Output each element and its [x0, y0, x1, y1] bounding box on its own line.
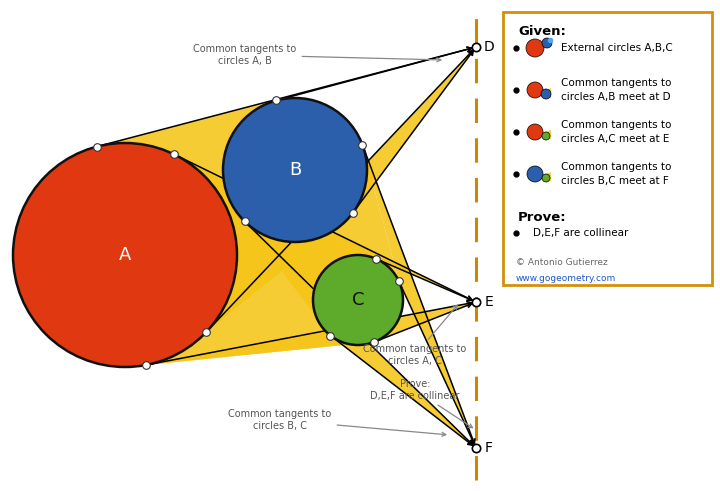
Text: Common tangents to
circles A, B: Common tangents to circles A, B: [194, 44, 441, 66]
Polygon shape: [362, 145, 476, 448]
Circle shape: [526, 39, 544, 57]
Circle shape: [542, 174, 550, 182]
Text: E: E: [485, 295, 494, 309]
Text: A: A: [119, 246, 131, 264]
Text: Prove:
D,E,F are collinear: Prove: D,E,F are collinear: [370, 379, 472, 428]
Circle shape: [527, 82, 543, 98]
Circle shape: [541, 89, 551, 99]
Circle shape: [527, 166, 543, 182]
Text: C: C: [352, 291, 364, 309]
Polygon shape: [96, 101, 353, 332]
Polygon shape: [245, 145, 399, 336]
Circle shape: [223, 98, 367, 242]
Text: B: B: [289, 161, 301, 179]
Polygon shape: [535, 130, 551, 139]
Circle shape: [13, 143, 237, 367]
Text: F: F: [485, 441, 493, 455]
Polygon shape: [146, 154, 376, 365]
Circle shape: [542, 38, 552, 48]
FancyBboxPatch shape: [503, 12, 712, 285]
Text: External circles A,B,C: External circles A,B,C: [561, 43, 672, 53]
Polygon shape: [535, 88, 551, 98]
Circle shape: [527, 124, 543, 140]
Text: Prove:: Prove:: [518, 211, 567, 224]
Text: D: D: [484, 40, 495, 54]
Text: D,E,F are collinear: D,E,F are collinear: [533, 228, 629, 238]
Polygon shape: [245, 221, 476, 448]
Text: www.gogeometry.com: www.gogeometry.com: [516, 274, 616, 283]
Polygon shape: [174, 154, 476, 302]
Text: Common tangents to
circles B,C meet at F: Common tangents to circles B,C meet at F: [561, 163, 671, 186]
Text: Given:: Given:: [518, 25, 566, 38]
Text: Common tangents to
circles A,B meet at D: Common tangents to circles A,B meet at D: [561, 79, 671, 102]
Polygon shape: [146, 302, 476, 365]
Text: Common tangents to
circles A,C meet at E: Common tangents to circles A,C meet at E: [561, 120, 671, 143]
Circle shape: [313, 255, 403, 345]
Text: Common tangents to
circles A, C: Common tangents to circles A, C: [364, 305, 467, 366]
Polygon shape: [96, 47, 476, 147]
Polygon shape: [207, 47, 476, 332]
Text: © Antonio Gutierrez: © Antonio Gutierrez: [516, 258, 608, 267]
Circle shape: [542, 132, 550, 140]
Polygon shape: [535, 172, 551, 181]
Text: Common tangents to
circles B, C: Common tangents to circles B, C: [228, 409, 446, 436]
